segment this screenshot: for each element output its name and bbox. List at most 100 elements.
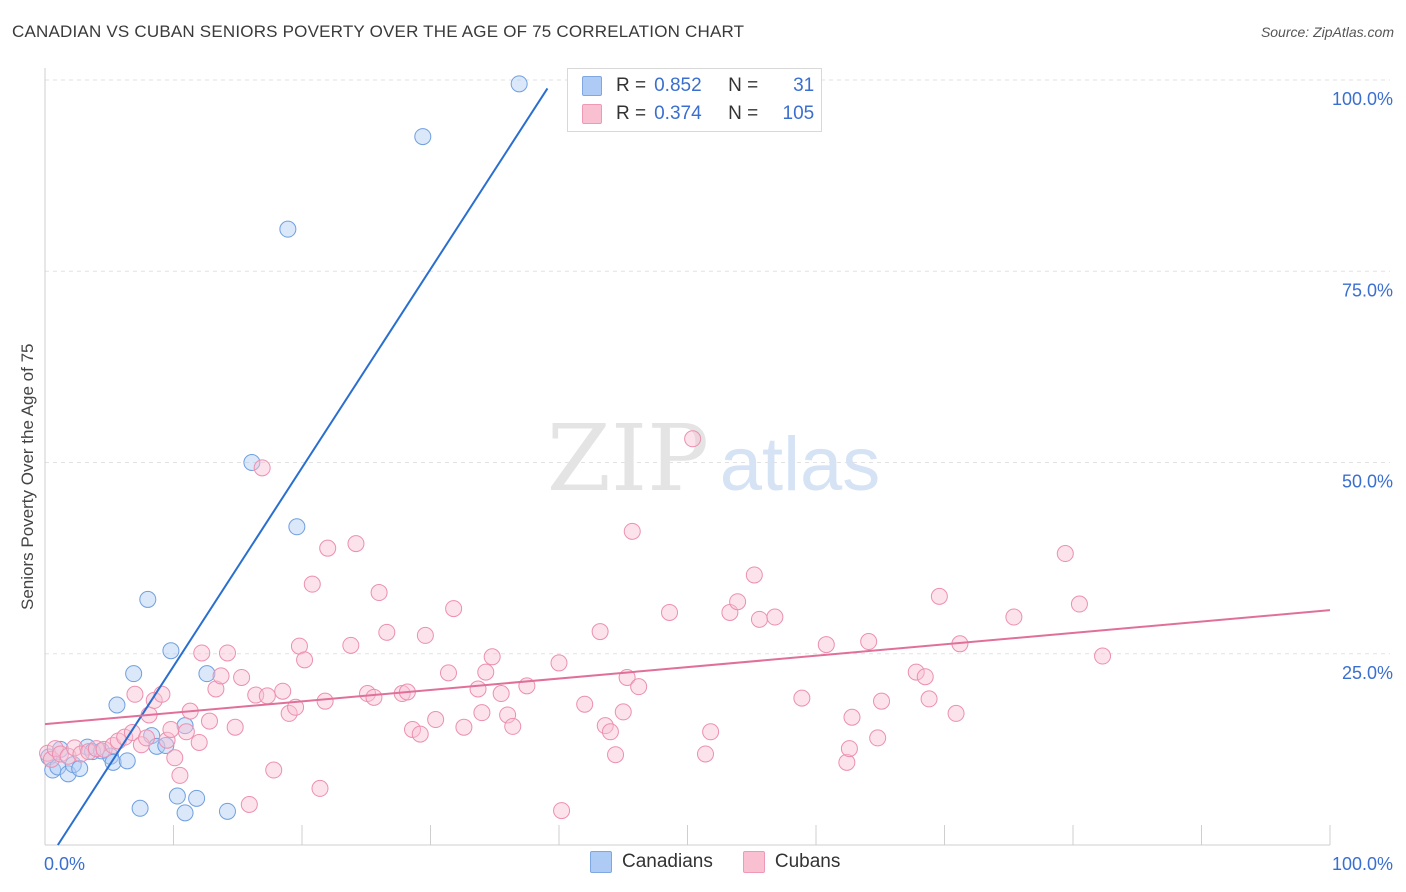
cubans-point bbox=[745, 566, 763, 584]
watermark-zip: ZIP bbox=[547, 405, 709, 512]
cubans-point bbox=[1056, 545, 1074, 563]
chart-title: CANADIAN VS CUBAN SENIORS POVERTY OVER T… bbox=[12, 22, 745, 41]
cubans-point bbox=[316, 692, 334, 710]
cubans-point bbox=[793, 689, 811, 707]
cubans-point bbox=[504, 717, 522, 735]
canadians-point bbox=[118, 752, 136, 770]
cubans-point bbox=[630, 678, 648, 696]
cubans-point bbox=[233, 668, 251, 686]
cubans-point bbox=[1005, 608, 1023, 626]
cubans-point bbox=[483, 648, 501, 666]
cubans-point bbox=[132, 736, 150, 754]
canadians-point bbox=[168, 787, 186, 805]
cubans-point bbox=[702, 723, 720, 741]
cubans-point bbox=[42, 750, 60, 768]
cubans-point bbox=[1070, 595, 1088, 613]
cubans-point bbox=[193, 644, 211, 662]
cubans-point bbox=[729, 593, 747, 611]
cubans-point bbox=[162, 720, 180, 738]
cubans-point bbox=[319, 539, 337, 557]
canadians-point bbox=[108, 696, 126, 714]
watermark-atlas: atlas bbox=[720, 422, 881, 507]
canadians-point bbox=[243, 454, 261, 471]
cubans-point bbox=[576, 695, 594, 713]
legend-swatch-canadians bbox=[582, 76, 602, 96]
y-tick-label: 75.0% bbox=[1342, 280, 1393, 300]
legend-swatch-cubans bbox=[582, 104, 602, 124]
cubans-point bbox=[661, 603, 679, 621]
canadians-point bbox=[414, 128, 432, 146]
cubans-point bbox=[623, 522, 641, 540]
canadians-point bbox=[139, 590, 157, 608]
cubans-point bbox=[280, 704, 298, 722]
cubans-point bbox=[445, 600, 463, 618]
cubans-point bbox=[930, 587, 948, 605]
cubans-point bbox=[212, 667, 230, 685]
cubans-point bbox=[370, 584, 388, 602]
cubans-trend-line bbox=[44, 609, 1331, 726]
legend-n-label: N = bbox=[728, 75, 759, 96]
canadians-point bbox=[510, 75, 528, 93]
cubans-point bbox=[274, 682, 292, 700]
cubans-point bbox=[439, 664, 457, 682]
legend-label-canadians: Canadians bbox=[622, 851, 713, 872]
canadians-point bbox=[131, 799, 149, 817]
cubans-point bbox=[838, 753, 856, 771]
cubans-point bbox=[1094, 647, 1112, 665]
cubans-point bbox=[416, 626, 434, 644]
y-tick-label: 50.0% bbox=[1342, 472, 1393, 492]
cubans-point bbox=[427, 711, 445, 729]
cubans-point bbox=[126, 685, 144, 703]
legend-n-label: N = bbox=[728, 103, 759, 124]
cubans-point bbox=[411, 725, 429, 743]
y-tick-label: 25.0% bbox=[1342, 663, 1393, 683]
legend-swatch-canadians bbox=[590, 851, 612, 873]
cubans-point bbox=[817, 636, 835, 654]
cubans-point bbox=[607, 746, 625, 764]
legend-r-label: R = bbox=[616, 75, 647, 96]
legend-item-cubans: Cubans bbox=[742, 851, 840, 873]
cubans-point bbox=[873, 692, 891, 710]
canadians-point bbox=[218, 802, 236, 820]
cubans-point bbox=[207, 680, 225, 698]
cubans-point bbox=[907, 663, 925, 681]
cubans-point bbox=[591, 623, 609, 641]
legend-row-cubans: R = 0.374 N = 105 bbox=[582, 102, 814, 126]
cubans-point bbox=[601, 723, 619, 741]
legend-n-value: 105 bbox=[782, 103, 815, 124]
legend-r-label: R = bbox=[616, 103, 647, 124]
cubans-point bbox=[265, 761, 283, 779]
y-axis-label: Seniors Poverty Over the Age of 75 bbox=[18, 343, 37, 610]
cubans-point bbox=[840, 740, 858, 758]
cubans-point bbox=[226, 718, 244, 736]
legend-r-value: 0.852 bbox=[654, 75, 702, 96]
cubans-point bbox=[296, 651, 314, 669]
x-tick-label: 100.0% bbox=[1332, 854, 1393, 874]
cubans-point bbox=[492, 685, 510, 703]
x-tick-label: 0.0% bbox=[44, 854, 85, 874]
cubans-point bbox=[614, 703, 632, 721]
cubans-point bbox=[240, 795, 258, 813]
cubans-point bbox=[311, 779, 329, 797]
legend-row-canadians: R = 0.852 N = 31 bbox=[582, 74, 814, 98]
cubans-point bbox=[303, 575, 321, 593]
legend-swatch-cubans bbox=[742, 851, 765, 873]
cubans-point bbox=[365, 688, 383, 706]
cubans-point bbox=[469, 680, 487, 698]
legend-item-canadians: Canadians bbox=[590, 851, 713, 873]
canadians-point bbox=[198, 665, 216, 683]
cubans-point bbox=[766, 608, 784, 626]
series-legend: Canadians Cubans bbox=[590, 851, 870, 873]
cubans-point bbox=[455, 718, 473, 736]
cubans-point bbox=[166, 749, 184, 767]
cubans-point bbox=[342, 636, 360, 654]
cubans-point bbox=[477, 663, 495, 681]
y-tick-label: 100.0% bbox=[1332, 89, 1393, 109]
cubans-point bbox=[843, 708, 861, 726]
cubans-point bbox=[550, 654, 568, 672]
canadians-point bbox=[157, 737, 175, 755]
cubans-point bbox=[171, 766, 189, 784]
canadians-point bbox=[176, 804, 194, 822]
cubans-point bbox=[947, 704, 965, 722]
